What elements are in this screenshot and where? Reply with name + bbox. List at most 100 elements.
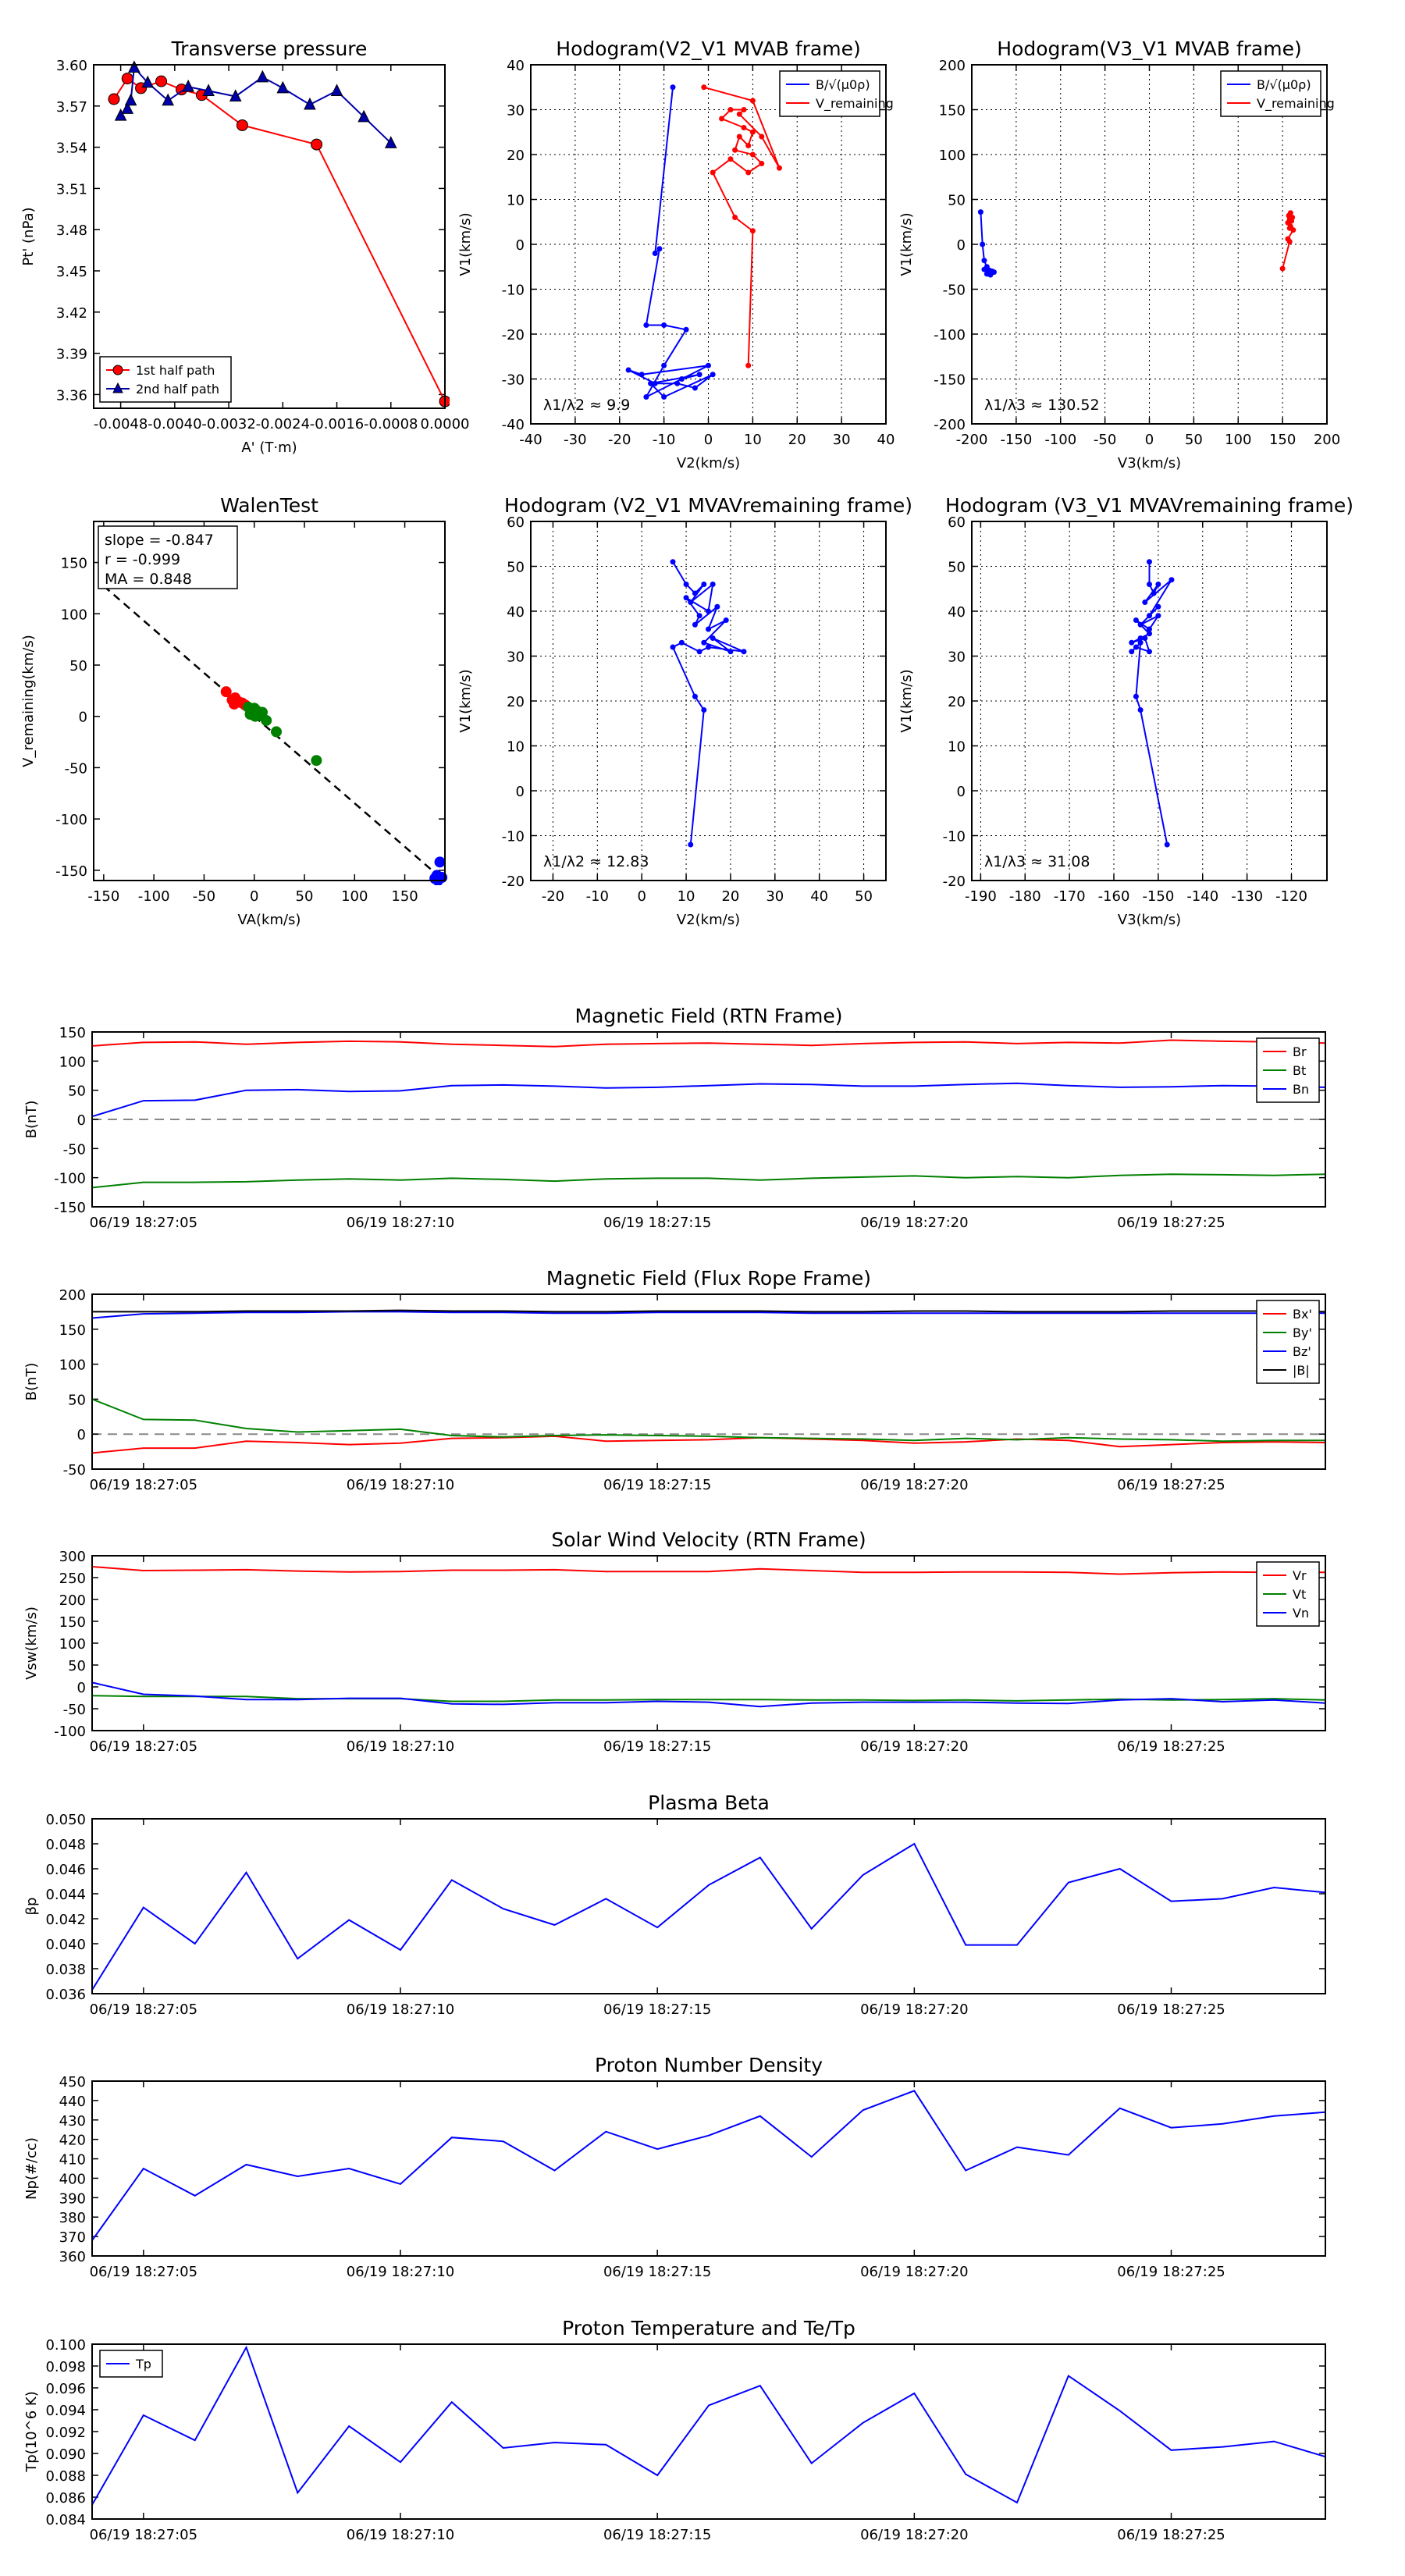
data-point: [1129, 649, 1135, 655]
data-point: [661, 394, 667, 400]
legend-label: B/√(μ0ρ): [1257, 77, 1311, 92]
x-tick-label: -50: [193, 888, 215, 905]
y-tick-label: 0.046: [45, 1862, 86, 1878]
data-point: [1147, 631, 1152, 637]
legend-label: Tp: [135, 2357, 151, 2371]
x-tick-label: -0.0048: [94, 416, 148, 432]
data-point: [696, 649, 702, 655]
y-tick-label: -50: [65, 760, 87, 777]
x-tick-label: -170: [1054, 888, 1086, 905]
y-tick-label: 100: [939, 148, 966, 164]
plot-area: [625, 84, 782, 400]
data-point: [1155, 603, 1161, 610]
series-line-2: [91, 1311, 1325, 1319]
plot-area: [977, 209, 1297, 278]
y-tick-label: 0: [79, 710, 87, 726]
data-point: [643, 394, 649, 400]
plot-area: [670, 559, 747, 848]
plot-frame: [91, 1818, 1326, 1994]
x-tick-label: 06/19 18:27:05: [90, 2001, 197, 2018]
y-tick-label: 150: [61, 556, 87, 572]
y-tick-label: 410: [59, 2152, 86, 2169]
y-tick-label: -50: [943, 283, 966, 299]
chart-title: Proton Temperature and Te/Tp: [562, 2317, 855, 2339]
y-tick-label: 440: [59, 2094, 86, 2110]
data-point: [124, 93, 137, 106]
plot-frame: [91, 2080, 1326, 2257]
data-point: [745, 362, 752, 368]
data-point: [701, 639, 707, 646]
y-tick-label: -150: [54, 1200, 86, 1216]
y-tick-label: -200: [934, 417, 966, 433]
chart-bfield: Magnetic Field (RTN Frame) -150 -100 -50 0 50…: [23, 1005, 1326, 1231]
legend-label: V_remaining: [816, 96, 894, 112]
data-point: [1168, 577, 1175, 583]
data-point: [981, 258, 987, 264]
plot-area: [91, 1039, 1326, 1189]
legend-marker: [112, 382, 123, 393]
y-axis-label: V_remaining(km/s): [20, 635, 37, 767]
legend: 1st half path 2nd half path: [99, 356, 232, 403]
data-point: [670, 559, 676, 565]
x-tick-label: 06/19 18:27:05: [90, 1738, 197, 1755]
y-axis-label: Pt' (nPa): [20, 207, 37, 265]
y-tick-label: 150: [59, 1025, 86, 1041]
legend-box: [1256, 1561, 1320, 1627]
data-point: [661, 362, 667, 368]
data-point: [692, 693, 698, 699]
y-tick-label: 100: [59, 1357, 86, 1374]
data-point: [276, 80, 290, 94]
y-tick-label: 3.45: [56, 264, 87, 280]
data-point: [229, 89, 242, 101]
legend-label: Vr: [1293, 1568, 1307, 1583]
data-point: [638, 372, 645, 378]
stats-box: [98, 525, 238, 589]
x-tick-label: 06/19 18:27:15: [603, 1477, 711, 1493]
x-tick-label: 0: [250, 888, 258, 905]
y-tick-label: -100: [54, 1171, 86, 1187]
data-point: [1155, 613, 1161, 619]
x-tick-label: -40: [519, 432, 542, 448]
legend-label: Bx': [1293, 1307, 1312, 1322]
series-line-0: [91, 2090, 1326, 2241]
series-line-3: [92, 1309, 1326, 1313]
y-axis-label: B(nT): [23, 1363, 40, 1401]
x-tick-label: 06/19 18:27:25: [1117, 2527, 1225, 2543]
data-point: [1137, 621, 1144, 628]
x-tick-label: -130: [1231, 888, 1263, 905]
y-tick-label: 0.038: [45, 1962, 86, 1978]
y-tick-label: 40: [507, 58, 525, 74]
data-point: [311, 755, 322, 767]
data-point: [701, 84, 707, 91]
data-point: [108, 93, 120, 105]
series-line-0: [113, 77, 446, 402]
x-tick-label: -10: [586, 888, 609, 905]
y-axis-label: βp: [23, 1898, 40, 1916]
series-line-0: [91, 2345, 1326, 2506]
data-point: [688, 600, 694, 605]
data-point: [656, 246, 663, 252]
x-tick-label: -190: [965, 888, 997, 905]
x-tick-label: 150: [391, 888, 418, 905]
x-tick-label: 06/19 18:27:15: [603, 1738, 711, 1755]
y-tick-label: -40: [502, 417, 525, 433]
y-tick-label: -150: [934, 372, 966, 389]
x-tick-label: 06/19 18:27:05: [90, 2527, 197, 2543]
stats-text: r = -0.999: [105, 551, 180, 568]
y-tick-label: 100: [59, 1636, 86, 1653]
y-tick-label: -50: [63, 1702, 86, 1718]
legend: Vr Vt Vn: [1256, 1561, 1320, 1627]
series-line-1: [91, 1173, 1326, 1189]
y-tick-label: -30: [502, 372, 525, 389]
data-point: [1147, 649, 1152, 655]
x-tick-label: 40: [877, 432, 895, 448]
x-tick-label: -150: [1142, 888, 1174, 905]
y-tick-label: -10: [502, 829, 525, 845]
data-point: [1147, 582, 1152, 587]
y-tick-label: 3.36: [56, 387, 87, 404]
x-tick-label: -160: [1098, 888, 1130, 905]
y-tick-label: 0.050: [45, 1812, 86, 1828]
data-point: [749, 228, 756, 234]
data-point: [256, 69, 269, 83]
x-tick-label: 06/19 18:27:10: [347, 1738, 454, 1755]
